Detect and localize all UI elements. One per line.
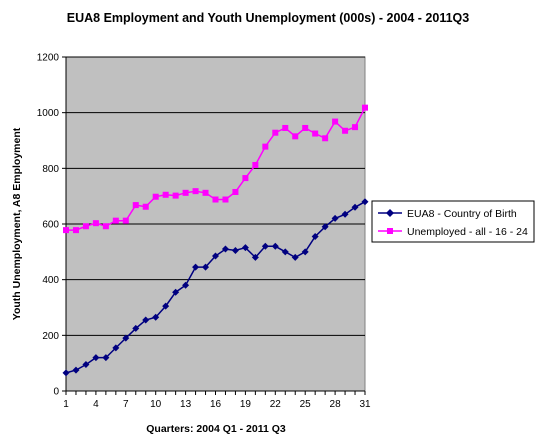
data-point (261, 242, 269, 250)
data-point (242, 175, 249, 182)
data-point (221, 245, 229, 253)
x-tick-label: 7 (123, 399, 129, 410)
data-point (312, 130, 319, 137)
data-point (352, 124, 359, 131)
x-tick-label: 10 (150, 399, 162, 410)
data-point (282, 124, 289, 131)
data-point (102, 354, 110, 362)
y-tick-label: 1200 (37, 53, 60, 64)
data-point (271, 242, 279, 250)
data-point (172, 288, 180, 296)
data-point (301, 248, 309, 256)
y-tick-label: 800 (42, 164, 59, 175)
y-axis-ticks: 0 200 400 600 800 1000 1200 (37, 53, 66, 398)
x-tick-label: 13 (180, 399, 192, 410)
data-point (72, 366, 80, 374)
data-point (262, 143, 269, 150)
series-unemployed (63, 104, 368, 234)
y-tick-label: 1000 (37, 108, 60, 119)
data-point (291, 253, 299, 261)
x-tick-label: 28 (330, 399, 342, 410)
data-point (351, 203, 359, 211)
data-point (92, 220, 99, 227)
data-point (202, 189, 209, 196)
x-tick-label: 19 (240, 399, 252, 410)
data-point (192, 263, 200, 271)
data-point (102, 223, 109, 230)
data-point (182, 189, 189, 196)
data-point (72, 227, 79, 234)
data-point (361, 198, 369, 206)
data-point (341, 210, 349, 218)
y-tick-label: 600 (42, 220, 59, 231)
data-point (182, 281, 190, 289)
data-point (162, 302, 170, 310)
data-point (311, 233, 319, 241)
x-tick-label: 16 (210, 399, 222, 410)
data-point (132, 324, 140, 332)
data-point (152, 313, 160, 321)
data-point (132, 202, 139, 209)
data-point (112, 217, 119, 224)
data-point (212, 196, 219, 203)
data-point (302, 124, 309, 131)
data-point (281, 248, 289, 256)
x-tick-label: 25 (300, 399, 312, 410)
data-point (112, 344, 120, 352)
legend: EUA8 - Country of Birth Unemployed - all… (371, 200, 535, 243)
x-tick-label: 31 (359, 399, 371, 410)
data-point (142, 203, 149, 210)
y-tick-label: 400 (42, 275, 59, 286)
legend-label-unemployed: Unemployed - all - 16 - 24 (407, 226, 528, 238)
series-layer (62, 104, 369, 377)
series-eua8 (62, 198, 369, 377)
data-point (332, 118, 339, 125)
data-point (212, 252, 219, 260)
data-point (321, 223, 329, 231)
data-point (232, 188, 239, 195)
legend-marker-unemployed (387, 228, 393, 234)
data-point (152, 193, 159, 200)
data-point (292, 133, 299, 140)
data-point (222, 196, 229, 203)
y-axis-title: Youth Unemployment, A8 Employment (11, 127, 23, 320)
data-point (192, 188, 199, 195)
data-point (142, 316, 150, 324)
data-point (251, 253, 259, 261)
data-point (122, 217, 129, 224)
data-point (272, 129, 279, 136)
data-point (92, 354, 100, 362)
data-point (122, 334, 130, 342)
data-point (322, 135, 329, 142)
data-point (231, 246, 239, 254)
x-axis-ticks: 1 4 7 10 13 16 19 22 25 28 31 (63, 391, 371, 410)
data-point (162, 191, 169, 198)
data-point (202, 263, 210, 271)
chart-title: EUA8 Employment and Youth Unemployment (… (67, 11, 469, 25)
x-tick-label: 1 (63, 399, 69, 410)
data-point (252, 161, 259, 168)
data-point (82, 223, 89, 230)
data-point (331, 214, 339, 222)
data-point (172, 192, 179, 199)
x-axis-title: Quarters: 2004 Q1 - 2011 Q3 (146, 423, 286, 435)
data-point (62, 369, 70, 377)
legend-label-eua8: EUA8 - Country of Birth (407, 208, 517, 220)
data-point (241, 244, 249, 252)
legend-box (371, 200, 535, 243)
x-tick-label: 22 (270, 399, 282, 410)
x-tick-label: 4 (93, 399, 99, 410)
legend-marker-eua8 (386, 209, 394, 217)
gridlines (66, 56, 365, 336)
y-tick-label: 200 (42, 331, 59, 342)
data-point (342, 127, 349, 134)
y-tick-label: 0 (53, 387, 59, 398)
data-point (63, 227, 69, 234)
data-point (362, 104, 368, 111)
data-point (82, 361, 90, 369)
